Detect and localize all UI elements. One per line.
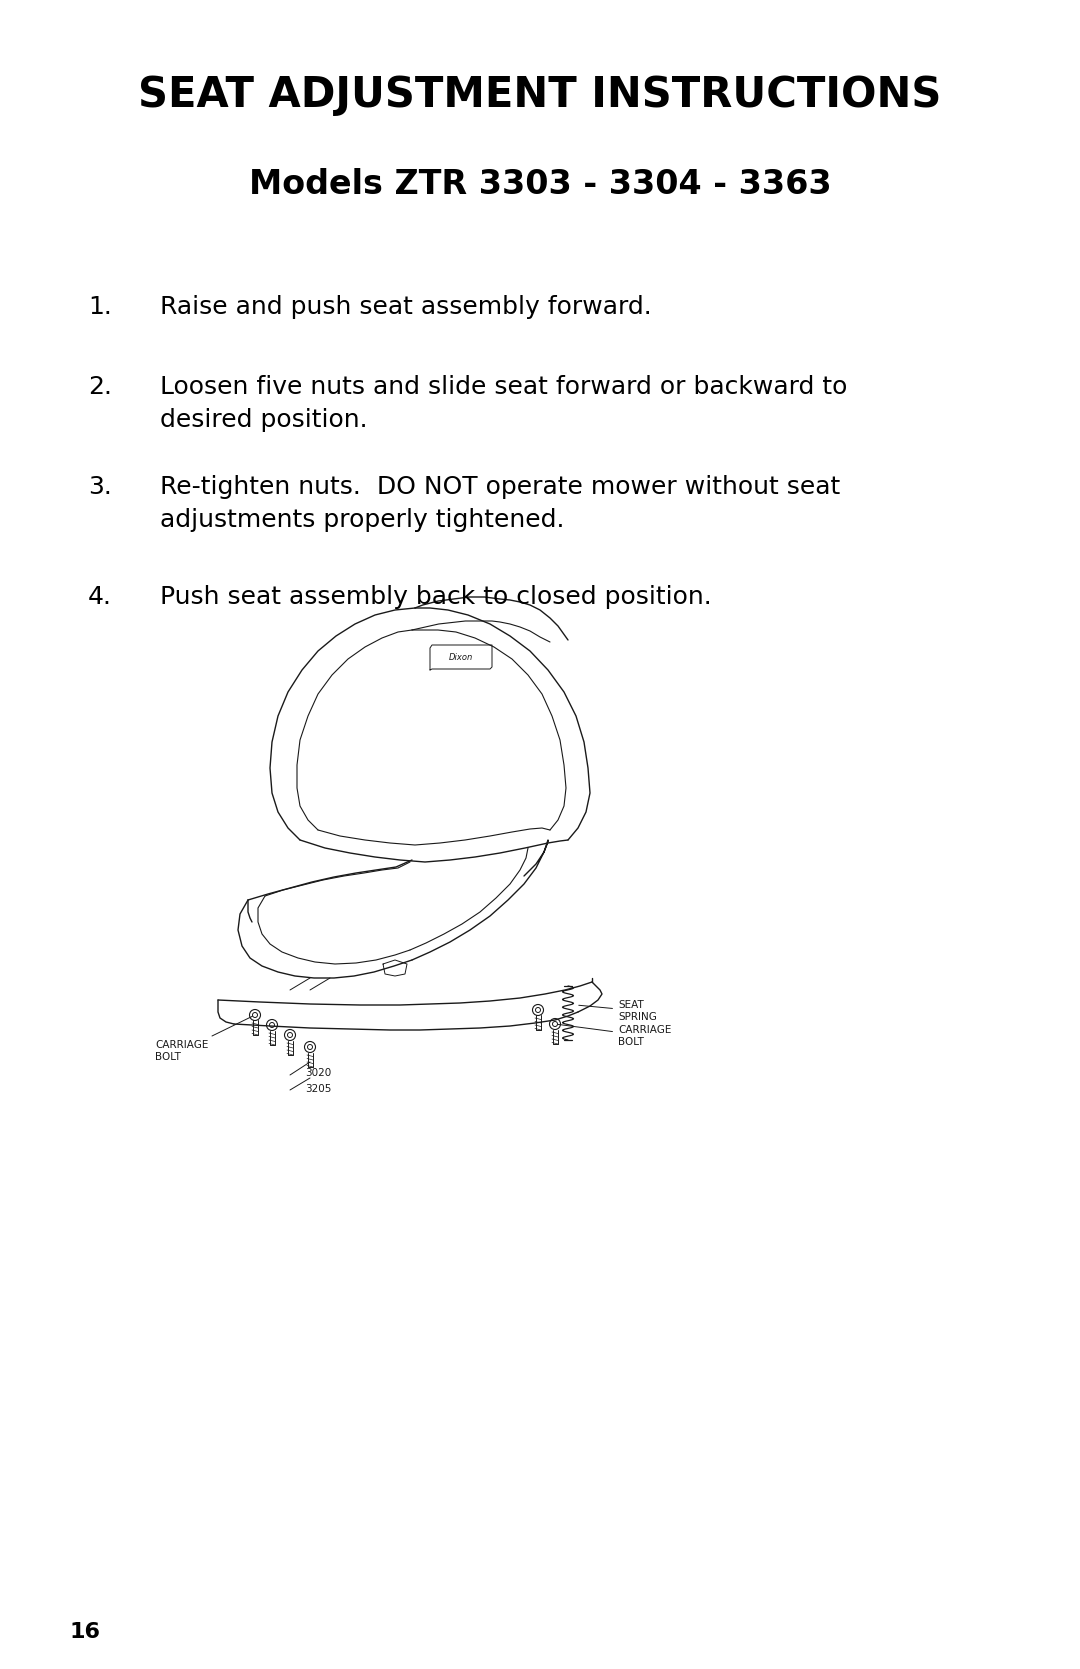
Text: 2.: 2. (87, 376, 112, 399)
Text: Re-tighten nuts.  DO NOT operate mower without seat
adjustments properly tighten: Re-tighten nuts. DO NOT operate mower wi… (160, 476, 840, 532)
Text: 4.: 4. (87, 586, 112, 609)
Text: SEAT ADJUSTMENT INSTRUCTIONS: SEAT ADJUSTMENT INSTRUCTIONS (138, 73, 942, 117)
Text: 3.: 3. (87, 476, 112, 499)
Text: Dixon: Dixon (449, 653, 473, 661)
Text: 16: 16 (70, 1622, 102, 1642)
Text: 3020: 3020 (305, 1068, 332, 1078)
Text: CARRIAGE
BOLT: CARRIAGE BOLT (557, 1025, 672, 1046)
Text: Loosen five nuts and slide seat forward or backward to
desired position.: Loosen five nuts and slide seat forward … (160, 376, 848, 432)
Text: Models ZTR 3303 - 3304 - 3363: Models ZTR 3303 - 3304 - 3363 (248, 169, 832, 202)
Text: Push seat assembly back to closed position.: Push seat assembly back to closed positi… (160, 586, 712, 609)
Text: Raise and push seat assembly forward.: Raise and push seat assembly forward. (160, 295, 651, 319)
Text: SEAT
SPRING: SEAT SPRING (579, 1000, 657, 1021)
Text: CARRIAGE
BOLT: CARRIAGE BOLT (156, 1016, 253, 1061)
Text: 3205: 3205 (305, 1083, 332, 1093)
Text: 1.: 1. (87, 295, 112, 319)
